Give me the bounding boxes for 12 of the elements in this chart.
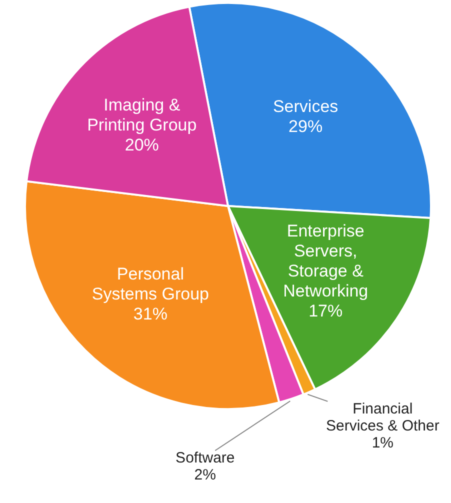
data-label: 1% bbox=[372, 434, 394, 452]
slice-label: Financial Services & Other bbox=[326, 400, 440, 434]
data-label: 20% bbox=[124, 135, 159, 154]
slice-label: Enterprise Servers, Storage & Networking bbox=[283, 222, 368, 301]
data-label: 2% bbox=[194, 466, 216, 484]
data-label: 29% bbox=[288, 117, 323, 136]
slice-label: Imaging & Printing Group bbox=[87, 95, 197, 134]
data-label: 31% bbox=[133, 304, 168, 324]
slice-label: Personal Systems Group bbox=[92, 264, 210, 304]
slice-label: Software bbox=[176, 450, 235, 467]
slice-label: Services bbox=[272, 97, 338, 116]
data-label: 17% bbox=[308, 302, 343, 321]
